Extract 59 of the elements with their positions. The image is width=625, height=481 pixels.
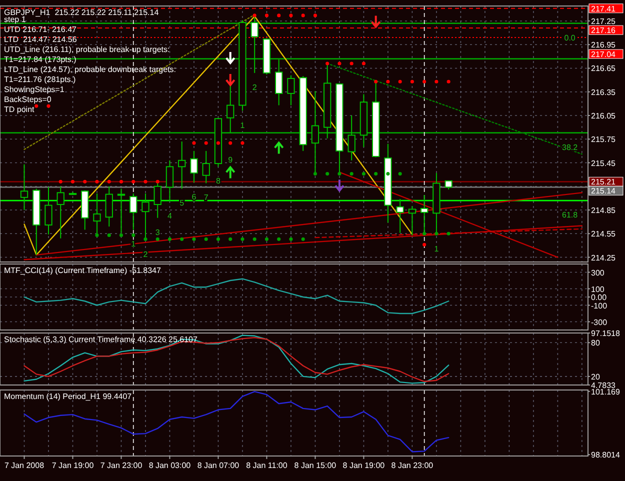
x-tick-label: 8 Jan 07:00: [197, 461, 240, 470]
ref-line-label: 217.04: [591, 50, 616, 60]
annotation: 3: [155, 228, 160, 237]
y-tick-label: 98.8014: [591, 450, 620, 460]
annotation: T1=211.76 (281pts.): [4, 75, 76, 84]
annotation: LTD_Line (214.57), probable downbreak targets:: [4, 65, 176, 74]
y-tick-label: 216.65: [591, 64, 616, 74]
x-tick-label: 8 Jan 15:00: [294, 461, 337, 470]
annotation: UTD_Line (216.11), probable break-up targets:: [4, 45, 170, 54]
x-tick-label: 8 Jan 23:00: [391, 461, 434, 470]
y-tick-label: 215.45: [591, 158, 616, 168]
x-tick-label: 8 Jan 19:00: [342, 461, 386, 470]
y-tick-label: -100: [591, 301, 608, 310]
annotation: 1: [240, 120, 246, 130]
y-tick-label: 20: [591, 372, 600, 382]
y-tick-label: 217.25: [591, 16, 616, 26]
annotation: step 1: [4, 15, 26, 24]
y-tick-label: 101.169: [591, 387, 620, 396]
y-tick-label: 216.95: [591, 40, 616, 50]
annotation: LTD 214.47- 214.56: [4, 35, 78, 44]
annotation: 5: [180, 198, 185, 208]
y-tick-label: 100: [591, 284, 605, 294]
annotation: TD point: [4, 105, 36, 114]
y-tick-label: 300: [591, 268, 605, 278]
chart-title: GBPJPY_H1 215.22 215.22 215.11 215.14: [4, 8, 160, 17]
y-tick-label: 214.25: [591, 253, 616, 262]
y-tick-label: 4.7833: [591, 381, 616, 390]
x-tick-label: 7 Jan 23:00: [100, 461, 143, 470]
y-tick-label: 214.55: [591, 230, 616, 239]
annotation: ShowingSteps=1: [4, 85, 65, 94]
y-tick-label: 214.85: [591, 206, 616, 216]
x-tick-label: 8 Jan 03:00: [148, 461, 192, 470]
x-tick-label: 7 Jan 19:00: [52, 461, 94, 470]
annotation: UTD 216.71- 216.47: [4, 25, 78, 34]
ref-line-label: 217.16: [591, 26, 616, 36]
ref-line-label: 215.21: [591, 178, 616, 187]
chart-title: MTF_CCI(14) (Current Timeframe) -51.8347: [4, 266, 162, 275]
annotation: 6: [192, 192, 197, 202]
annotation: 1: [434, 244, 440, 254]
annotation: BackSteps=0: [4, 95, 52, 104]
y-tick-label: -300: [591, 318, 608, 327]
x-tick-label: 7 Jan 2008: [4, 461, 45, 470]
y-tick-label: 0.00: [591, 293, 608, 302]
annotation: 9: [228, 155, 234, 164]
ref-line-label: 215.14: [591, 186, 616, 196]
y-tick-label: 80: [591, 338, 600, 348]
annotation: 0.0: [564, 33, 576, 42]
annotation: 61.8: [562, 210, 578, 220]
annotation: 38.2: [562, 142, 578, 152]
y-tick-label: 97.1518: [591, 329, 620, 338]
annotation: 4: [168, 211, 173, 220]
annotation: 7: [204, 193, 209, 202]
y-tick-label: 216.35: [591, 88, 616, 97]
chart-title: Momentum (14) Period_H1 99.4407: [4, 392, 132, 401]
x-tick-label: 8 Jan 11:00: [246, 461, 288, 470]
annotation: 2: [252, 82, 258, 92]
ref-line-label: 217.41: [591, 4, 616, 14]
y-tick-label: 216.05: [591, 111, 616, 120]
y-tick-label: 215.75: [591, 135, 616, 144]
